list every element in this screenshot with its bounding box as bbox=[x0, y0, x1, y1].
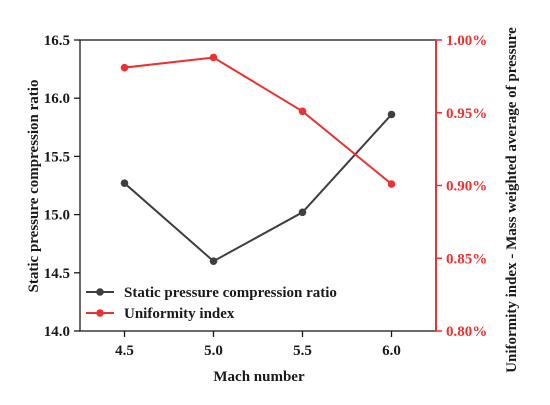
legend: Static pressure compression ratio Uniform… bbox=[86, 285, 337, 322]
y-left-tick-label: 15.5 bbox=[44, 149, 70, 165]
series-2-point bbox=[387, 180, 396, 188]
series-1-point bbox=[209, 257, 218, 265]
x-tick-label: 6.0 bbox=[382, 343, 401, 359]
y-left-tick-label: 14.0 bbox=[44, 324, 70, 340]
x-tick-label: 5.0 bbox=[204, 343, 223, 359]
axes: 14.0 14.5 15.0 15.5 16.0 16.5 0.80% 0.85% 0.90% 0… bbox=[44, 33, 488, 359]
series-line-2 bbox=[124, 56, 393, 185]
y-right-tick-label: 0.90% bbox=[446, 179, 487, 195]
series-2-point bbox=[209, 53, 218, 62]
x-tick-label: 4.5 bbox=[115, 343, 134, 359]
series-2-point bbox=[120, 63, 129, 72]
y-left-tick-label: 16.5 bbox=[44, 33, 70, 49]
y-left-tick-label: 15.0 bbox=[44, 208, 70, 224]
series-1-point bbox=[298, 208, 307, 217]
series-1-point bbox=[120, 179, 129, 187]
x-axis-title: Mach number bbox=[213, 369, 305, 385]
y-right-tick-label: 1.00% bbox=[446, 33, 487, 49]
legend-marker bbox=[96, 309, 104, 317]
series-1-point bbox=[387, 110, 396, 119]
y-left-tick-label: 14.5 bbox=[44, 266, 70, 282]
y-right-tick-label: 0.80% bbox=[446, 324, 487, 340]
legend-marker bbox=[96, 288, 104, 296]
legend-label: Static pressure compression ratio bbox=[124, 285, 337, 301]
x-tick-label: 5.5 bbox=[293, 343, 312, 359]
y-right-tick-label: 0.85% bbox=[446, 251, 487, 267]
y-axis-right-title: Uniformity index - Mass weighted average… bbox=[504, 27, 520, 373]
legend-label: Uniformity index bbox=[124, 306, 235, 322]
series-2-point bbox=[298, 107, 307, 116]
y-axis-left-title: Static pressure compression ratio bbox=[26, 80, 42, 293]
y-right-tick-label: 0.95% bbox=[446, 106, 487, 122]
series-line-1 bbox=[123, 113, 393, 263]
series-layer bbox=[120, 53, 396, 265]
y-left-tick-label: 16.0 bbox=[44, 91, 70, 107]
